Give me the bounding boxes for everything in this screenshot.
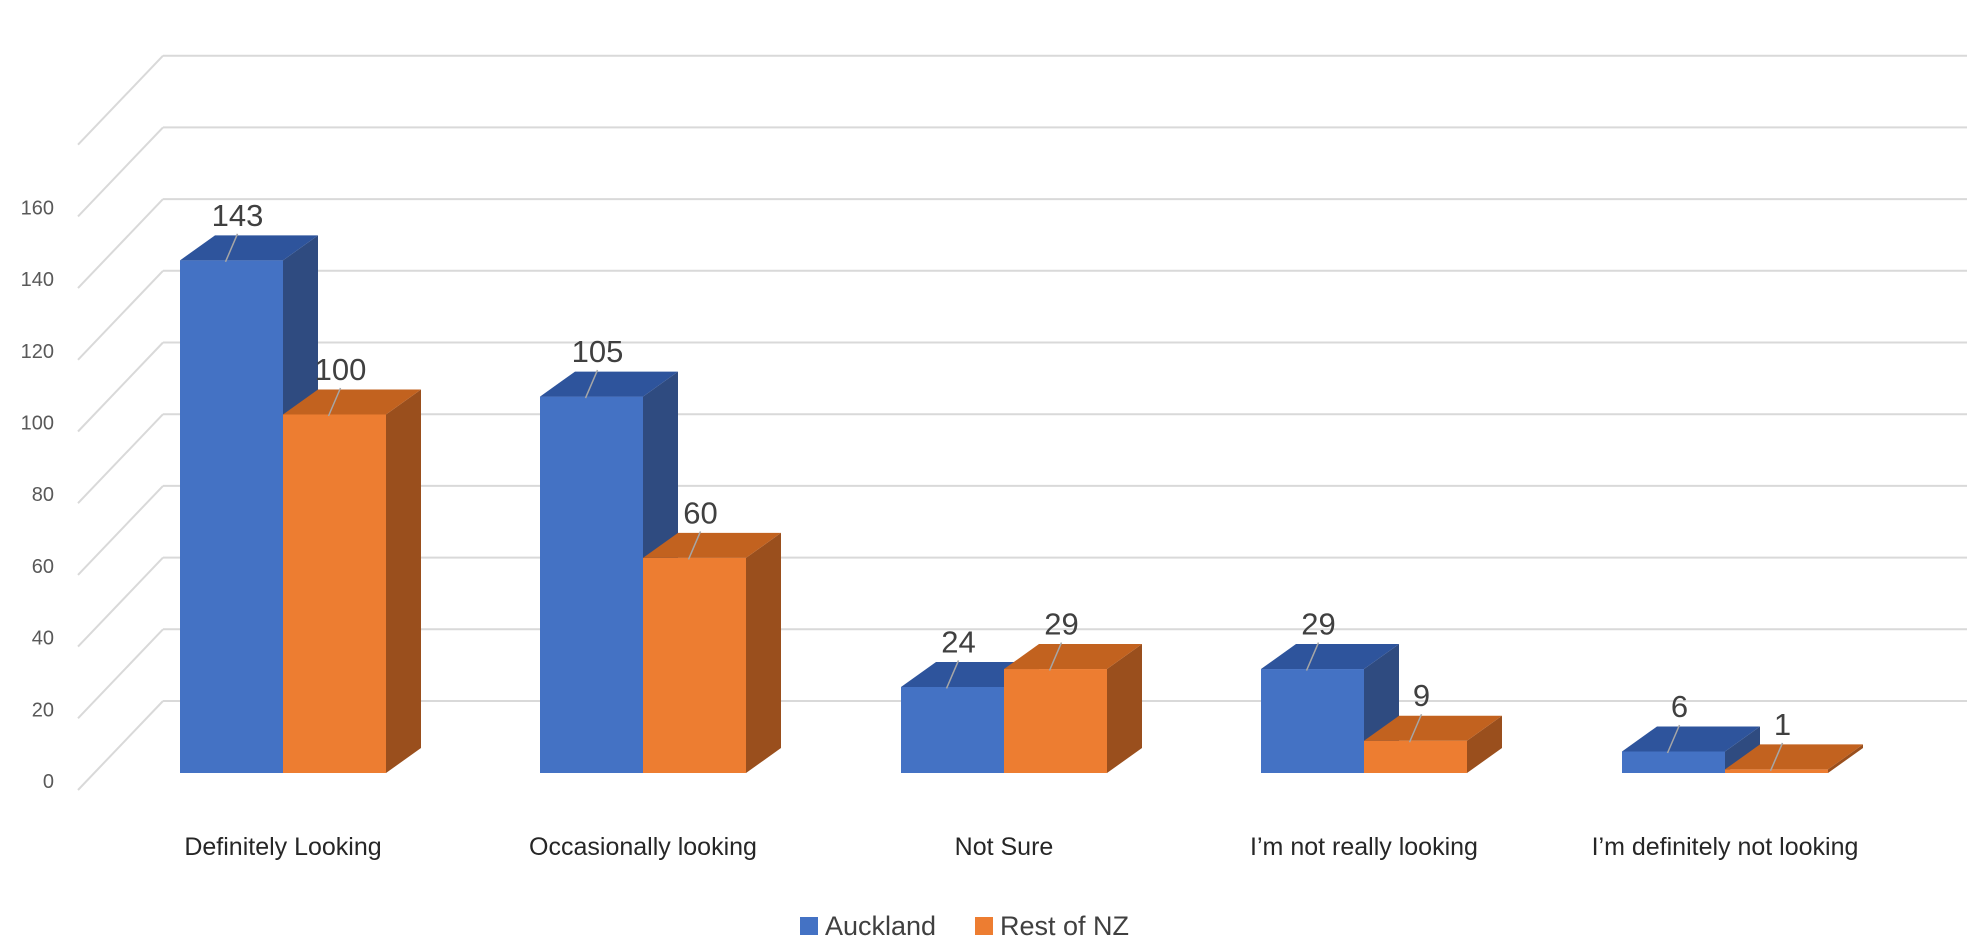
- bar-front-face: [1622, 751, 1725, 773]
- side-wall-top-edge: [77, 55, 164, 146]
- bar-front-face: [1364, 740, 1467, 773]
- legend-label: Rest of NZ: [1000, 911, 1129, 940]
- y-tick-label: 160: [21, 197, 54, 219]
- bar-auckland: [1261, 644, 1399, 773]
- category-labels: Definitely Looking Occasionally looking No…: [184, 833, 1858, 861]
- y-tick-label: 140: [21, 269, 54, 291]
- data-label-leader: [1666, 724, 1681, 754]
- side-wall-gridline: [77, 485, 164, 576]
- data-label-leader: [1408, 713, 1423, 743]
- bar-side-face: [1467, 715, 1502, 773]
- bar-front-face: [1261, 669, 1364, 773]
- data-label: 105: [572, 334, 624, 369]
- bar-side-face: [746, 532, 781, 773]
- y-tick-label: 60: [32, 556, 54, 578]
- bar-top-face: [1364, 715, 1502, 741]
- bar-rest-of-nz: [283, 389, 421, 773]
- bar-side-face: [1828, 744, 1863, 773]
- bar-side-face: [386, 389, 421, 773]
- bar-top-face: [643, 532, 781, 558]
- bar-front-face: [180, 260, 283, 774]
- y-tick-label: 20: [32, 699, 54, 721]
- bar-front-face: [283, 414, 386, 773]
- bar-front-face: [1725, 769, 1828, 773]
- bar-front-face: [540, 396, 643, 773]
- bar-side-face: [1107, 644, 1142, 773]
- data-label: 100: [315, 352, 367, 387]
- category-label: I’m not really looking: [1250, 833, 1478, 861]
- side-wall-gridline: [77, 270, 164, 361]
- category-label: Not Sure: [955, 833, 1054, 861]
- data-label-leader: [584, 369, 599, 399]
- bar-auckland: [1622, 726, 1760, 773]
- data-label: 143: [212, 198, 264, 233]
- data-label-leader: [1769, 742, 1784, 772]
- side-wall-gridline: [77, 198, 164, 289]
- bar-top-face: [1261, 644, 1399, 670]
- y-tick-label: 0: [43, 771, 54, 793]
- data-label: 29: [1301, 607, 1335, 642]
- legend: Auckland Rest of NZ: [800, 911, 1129, 940]
- side-wall-gridline: [77, 700, 164, 791]
- data-label-leader: [327, 387, 342, 417]
- bar-front-face: [643, 557, 746, 773]
- data-labels: 143 100 105 60 24 29 29 9 6 1: [212, 198, 1791, 772]
- side-wall-gridline: [77, 126, 164, 218]
- y-axis-ticks: 0 20 40 60 80 100 120 140 160: [21, 197, 54, 793]
- bar-top-face: [180, 235, 318, 261]
- data-label: 6: [1671, 689, 1688, 724]
- y-tick-label: 120: [21, 341, 54, 363]
- data-label: 29: [1044, 607, 1078, 642]
- side-wall-gridline: [77, 413, 164, 504]
- bar-front-face: [1004, 669, 1107, 773]
- y-tick-label: 80: [32, 484, 54, 506]
- bar-side-face: [1725, 726, 1760, 773]
- category-label: I’m definitely not looking: [1592, 833, 1859, 861]
- data-label-leader: [687, 531, 702, 560]
- side-wall-gridline: [77, 341, 164, 433]
- bar-rest-of-nz: [1004, 644, 1142, 773]
- bars: [180, 235, 1863, 774]
- y-tick-label: 40: [32, 628, 54, 650]
- bar-top-face: [1725, 744, 1863, 770]
- data-label-leader: [1048, 642, 1063, 671]
- gridlines: [77, 54, 1967, 791]
- category-label: Occasionally looking: [529, 833, 757, 861]
- side-wall-gridline: [77, 556, 164, 648]
- data-label: 1: [1774, 707, 1791, 742]
- bar-front-face: [901, 686, 1004, 773]
- data-label-leader: [945, 660, 960, 689]
- bar-top-face: [540, 371, 678, 397]
- legend-swatch: [975, 917, 993, 935]
- legend-label: Auckland: [825, 911, 936, 940]
- bar-top-face: [1622, 726, 1760, 752]
- bar-rest-of-nz: [643, 532, 781, 773]
- bar-top-face: [1004, 644, 1142, 670]
- data-label: 24: [941, 624, 975, 659]
- category-label: Definitely Looking: [184, 833, 381, 861]
- side-wall-gridline: [77, 628, 164, 719]
- bar-rest-of-nz: [1364, 715, 1502, 773]
- y-tick-label: 100: [21, 413, 54, 435]
- data-label-leader: [1305, 642, 1320, 671]
- data-label-leader: [224, 233, 239, 263]
- legend-swatch: [800, 917, 818, 935]
- data-label: 9: [1413, 678, 1430, 713]
- data-label: 60: [683, 495, 717, 530]
- bar-rest-of-nz: [1725, 744, 1863, 773]
- bar-top-face: [283, 389, 421, 415]
